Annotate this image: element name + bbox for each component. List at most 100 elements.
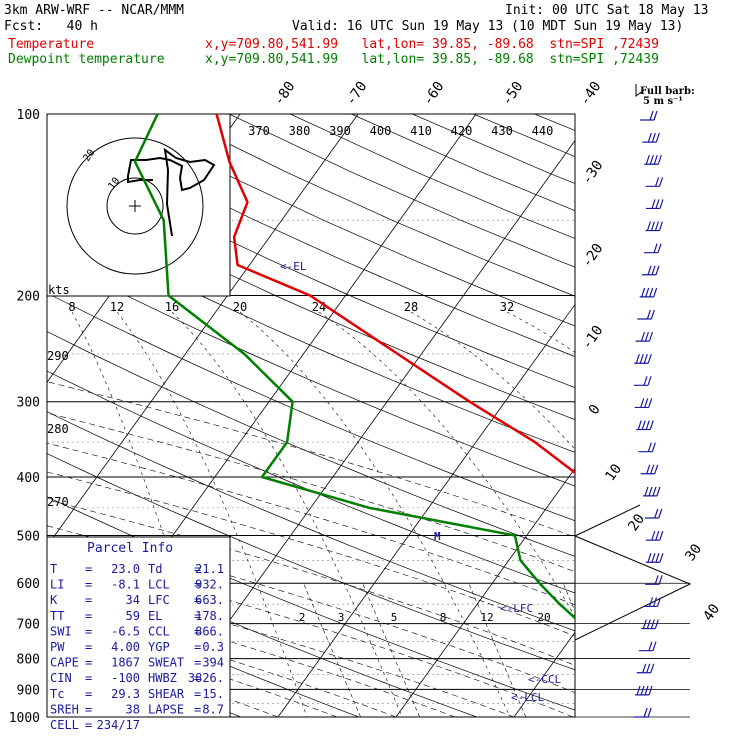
- hodograph-speed-arc: [318, 311, 575, 618]
- pressure-label: 200: [17, 290, 40, 305]
- parcel-info-cell: =: [85, 578, 92, 592]
- wind-barb-icon: [641, 619, 659, 630]
- isotherm-label: -10: [579, 323, 607, 353]
- hodograph-speed-arc: [171, 311, 403, 717]
- isotherm-label: -50: [499, 79, 527, 109]
- level-marker-lcl: <-LCL: [511, 691, 544, 704]
- wind-barb-icon: [643, 597, 662, 608]
- parcel-info-cell: CELL: [50, 718, 79, 732]
- wind-barb-icon: [636, 420, 654, 431]
- parcel-info-cell: 59: [126, 609, 140, 623]
- parcel-info-cell: CCL: [148, 624, 170, 638]
- parcel-info-cell: YGP: [148, 640, 170, 654]
- level-marker-ccl: <-CCL: [528, 673, 561, 686]
- legend-dewpoint-info: x,y=709.80,541.99 lat,lon= 39.85, -89.68…: [205, 52, 659, 67]
- parcel-info-cell: PW: [50, 640, 65, 654]
- theta-e-label: 390: [329, 124, 351, 138]
- wind-barb-icon: [634, 707, 652, 718]
- isotherm-line: [277, 303, 575, 717]
- wind-barb-icon: [634, 398, 653, 409]
- parcel-info-box: [46, 536, 231, 718]
- mixing-ratio-label: 3: [338, 611, 345, 624]
- theta-e-label: 440: [532, 124, 554, 138]
- parcel-info-cell: =: [194, 578, 201, 592]
- parcel-info-cell: =: [194, 687, 201, 701]
- parcel-info-cell: 3826.: [188, 671, 224, 685]
- isotherm-line: [47, 114, 359, 547]
- pressure-label: 300: [17, 396, 40, 411]
- dry-adiabat: [47, 255, 575, 487]
- frame-extension: [574, 504, 692, 641]
- moist-adiabat: [47, 605, 397, 717]
- wind-barb-icon: [645, 199, 664, 210]
- parcel-info-cell: Td: [148, 562, 162, 576]
- parcel-info-cell: SWI: [50, 624, 72, 638]
- init-time: Init: 00 UTC Sat 18 May 13: [505, 3, 709, 18]
- isotherm-label: -60: [420, 79, 448, 109]
- parcel-info-cell: 394: [202, 656, 224, 670]
- hodograph-speed-arc: [116, 311, 308, 717]
- parcel-info-cell: CIN: [50, 671, 72, 685]
- mixing-ratio-label: 20: [537, 611, 550, 624]
- hodograph-ring-inner: [106, 177, 164, 235]
- parcel-info-title: Parcel Info: [87, 541, 173, 556]
- parcel-info-cell: =: [85, 671, 92, 685]
- isotherm-label: -80: [271, 79, 299, 109]
- theta-e-label: 430: [491, 124, 513, 138]
- wind-barb-icon: [635, 331, 654, 342]
- hodograph-speed-label: 28: [404, 300, 418, 314]
- parcel-info-cell: =: [85, 562, 92, 576]
- dry-adiabat: [47, 182, 575, 420]
- parcel-info-cell: =: [194, 640, 201, 654]
- mixing-ratio-line: [303, 583, 361, 717]
- dry-adiabat: [351, 114, 575, 212]
- theta-label: 290: [47, 349, 69, 363]
- parcel-info-cell: 0.3: [202, 640, 224, 654]
- parcel-info-cell: T: [50, 562, 57, 576]
- dry-adiabat: [47, 218, 575, 453]
- hodograph-speed-label: 32: [500, 300, 514, 314]
- hodograph-speed-arc: [239, 311, 511, 717]
- dry-adiabat: [47, 292, 575, 522]
- moist-adiabat: [47, 442, 575, 606]
- pressure-label: 800: [17, 653, 40, 668]
- parcel-info-cell: =: [194, 593, 201, 607]
- theta-e-label: 370: [248, 124, 270, 138]
- parcel-info-cell: =: [194, 656, 201, 670]
- parcel-info-cell: =: [85, 593, 92, 607]
- legend-dewpoint-name: Dewpoint temperature: [8, 52, 165, 67]
- parcel-info-cell: -6.5: [111, 624, 140, 638]
- isotherm-label: 40: [700, 601, 723, 624]
- valid-time: Valid: 16 UTC Sun 19 May 13 (10 MDT Sun …: [292, 19, 684, 34]
- parcel-info-cell: 932.: [195, 578, 224, 592]
- parcel-info-cell: 663.: [195, 593, 224, 607]
- mixed-layer-marker: M: [434, 530, 441, 543]
- mixing-ratio-label: 5: [391, 611, 398, 624]
- pressure-label: 500: [17, 529, 40, 544]
- parcel-info-cell: =: [194, 624, 201, 638]
- dry-adiabat: [534, 114, 575, 131]
- theta-e-label: 420: [451, 124, 473, 138]
- moist-adiabat: [47, 550, 574, 717]
- wind-barb-icon: [645, 177, 664, 187]
- dry-adiabat: [0, 114, 5, 717]
- pressure-label: 1000: [9, 711, 40, 726]
- theta-label: 270: [47, 495, 69, 509]
- parcel-info-cell: LCL: [148, 578, 170, 592]
- wind-barb-icon: [644, 243, 662, 254]
- pressure-label: 700: [17, 618, 40, 633]
- hodograph-frame: [46, 113, 231, 297]
- wind-barb-icon: [642, 132, 660, 143]
- theta-e-label: 400: [370, 124, 392, 138]
- pressure-label: 600: [17, 577, 40, 592]
- parcel-info-cell: =: [194, 562, 201, 576]
- model-title: 3km ARW-WRF -- NCAR/MMM: [4, 3, 185, 18]
- parcel-info-cell: 38: [126, 702, 140, 716]
- mixing-ratio-line: [468, 583, 527, 717]
- dry-adiabat: [47, 411, 575, 632]
- isotherm-line: [159, 139, 575, 717]
- parcel-info-cell: 23.0: [111, 562, 140, 576]
- isotherm-label: -30: [579, 158, 607, 188]
- parcel-info-cell: 15.: [202, 687, 224, 701]
- dry-adiabat: [47, 331, 575, 557]
